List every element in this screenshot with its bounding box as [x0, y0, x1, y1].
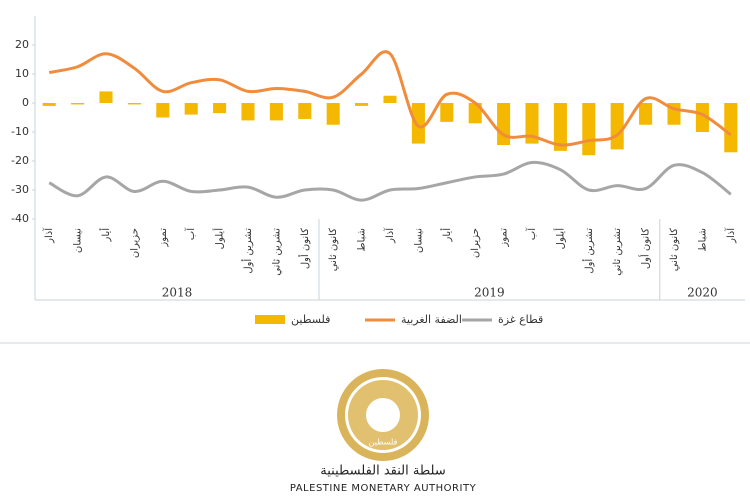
line	[48, 50, 732, 147]
x-tick-label: تموز	[499, 228, 510, 248]
logo-english: PALESTINE MONETARY AUTHORITY	[290, 483, 477, 494]
x-tick-label: تشرين ثاني	[271, 228, 282, 276]
legend-swatch	[255, 315, 285, 324]
bar	[355, 103, 369, 106]
logo-emblem: فلسطين	[369, 438, 398, 447]
x-tick-label: حزيران	[129, 228, 140, 258]
y-tick-label: -40	[11, 212, 29, 225]
bar	[610, 103, 624, 150]
x-tick-label: آب	[525, 227, 538, 240]
y-tick-label: -10	[11, 125, 29, 138]
bar	[383, 95, 397, 103]
bar	[695, 103, 709, 132]
line	[48, 160, 732, 202]
y-tick-label: 20	[15, 38, 29, 51]
bar	[241, 103, 255, 121]
bar	[440, 103, 454, 122]
x-tick-label: شباط	[697, 228, 708, 252]
bar	[553, 103, 567, 151]
legend-label: قطاع غزة	[498, 313, 543, 326]
x-tick-label: آذار	[724, 227, 737, 244]
x-tick-label: كانون ثاني	[328, 228, 339, 271]
bar	[497, 103, 511, 146]
year-label: 2020	[687, 286, 718, 300]
bar	[298, 103, 312, 119]
logo: فلسطين سلطة النقد الفلسطينية PALESTINE M…	[290, 369, 477, 494]
bar	[411, 103, 425, 144]
x-tick-label: حزيران	[470, 228, 481, 258]
bar	[326, 103, 340, 125]
x-tick-label: أيلول	[213, 228, 226, 250]
x-tick-label: كانون أول	[639, 228, 652, 269]
y-tick-label: 0	[22, 96, 29, 109]
bar	[525, 103, 539, 144]
x-tick-label: تشرين أول	[241, 228, 254, 274]
x-tick-label: نيسان	[73, 228, 84, 253]
bar	[42, 103, 56, 106]
legend-label: الضفة الغربية	[401, 313, 462, 326]
bar	[269, 103, 283, 121]
x-tick-label: آذار	[42, 227, 55, 244]
bar	[156, 103, 170, 118]
x-tick-label: آب	[184, 227, 197, 240]
bar	[724, 103, 738, 153]
bar	[99, 91, 113, 103]
year-label: 2018	[162, 286, 193, 300]
x-tick-label: نيسان	[413, 228, 424, 253]
x-tick-label: تشرين أول	[582, 228, 595, 274]
bar	[71, 103, 85, 105]
logo-arabic: سلطة النقد الفلسطينية	[320, 464, 445, 479]
x-tick-label: أيلول	[553, 228, 566, 250]
year-label: 2019	[474, 286, 505, 300]
y-tick-label: 10	[15, 67, 29, 80]
x-tick-label: كانون أول	[298, 228, 311, 269]
logo-hole	[366, 398, 400, 432]
bar	[127, 103, 141, 105]
x-tick-label: شباط	[357, 228, 368, 252]
bar	[639, 103, 653, 125]
x-tick-label: تموز	[158, 228, 169, 248]
bar	[184, 103, 198, 115]
x-tick-label: كانون ثاني	[669, 228, 680, 271]
legend-label: فلسطين	[291, 313, 330, 326]
y-tick-label: -20	[11, 154, 29, 167]
x-tick-label: تشرين ثاني	[612, 228, 623, 276]
x-tick-label: آذار	[383, 227, 396, 244]
x-tick-label: أيار	[99, 228, 112, 243]
bar	[582, 103, 596, 156]
bar	[213, 103, 227, 114]
x-tick-label: أيار	[440, 228, 453, 243]
y-tick-label: -30	[11, 183, 29, 196]
